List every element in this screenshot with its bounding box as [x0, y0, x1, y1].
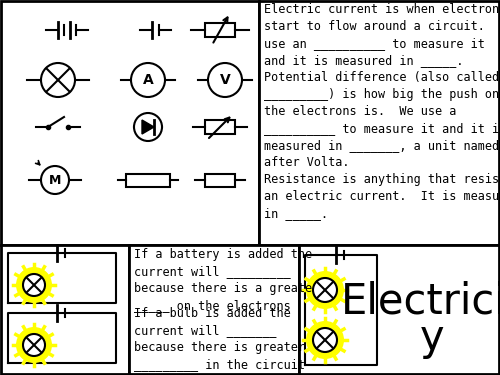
Polygon shape — [142, 120, 154, 134]
Circle shape — [41, 63, 75, 97]
Text: M: M — [49, 174, 61, 186]
Text: Electricit: Electricit — [341, 280, 500, 322]
Bar — [1, 1, 259, 245]
Circle shape — [208, 63, 242, 97]
Text: y: y — [420, 317, 444, 359]
Text: Electric current is when electrons
start to flow around a circuit.  We
use an __: Electric current is when electrons start… — [264, 3, 500, 220]
Bar — [205, 23, 235, 37]
Bar — [299, 245, 499, 374]
Circle shape — [41, 166, 69, 194]
Bar — [259, 1, 499, 245]
Circle shape — [16, 267, 52, 303]
Text: If a battery is added the
current will _________
because there is a greater
____: If a battery is added the current will _… — [134, 248, 320, 312]
Bar — [129, 245, 299, 374]
Bar — [1, 245, 129, 374]
Circle shape — [131, 63, 165, 97]
Bar — [205, 174, 235, 186]
Circle shape — [313, 328, 337, 352]
Circle shape — [306, 271, 344, 309]
Circle shape — [313, 278, 337, 302]
Circle shape — [306, 321, 344, 359]
Circle shape — [23, 334, 45, 356]
Text: If a bulb is added the
current will _______
because there is greater
_________ i: If a bulb is added the current will ____… — [134, 307, 305, 371]
Circle shape — [134, 113, 162, 141]
Bar — [205, 120, 235, 134]
Bar — [126, 174, 170, 186]
Text: V: V — [220, 73, 230, 87]
Circle shape — [16, 327, 52, 363]
Circle shape — [23, 274, 45, 296]
Text: A: A — [142, 73, 154, 87]
